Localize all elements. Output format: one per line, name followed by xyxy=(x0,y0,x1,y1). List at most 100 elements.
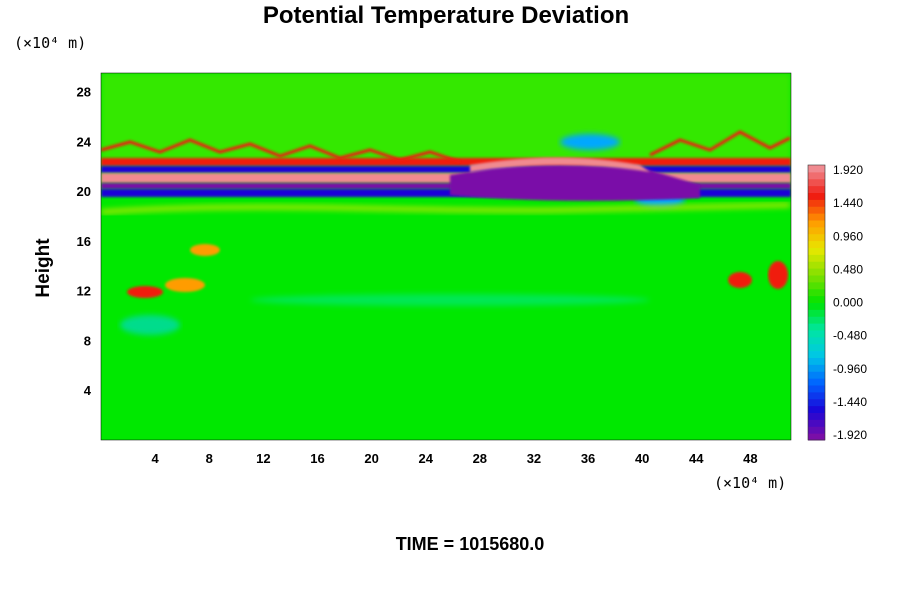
colorbar-frame xyxy=(807,164,826,441)
colorbar xyxy=(807,164,826,441)
field-band-top-red xyxy=(101,158,791,166)
colorbar-segment xyxy=(808,165,825,173)
colorbar-segment xyxy=(808,288,825,297)
y-tick-label: 4 xyxy=(84,383,92,398)
colorbar-tick-label: 0.960 xyxy=(833,229,863,243)
colorbar-segment xyxy=(808,398,825,407)
y-tick-label: 28 xyxy=(77,85,91,100)
x-tick-label: 12 xyxy=(256,451,270,466)
plot-frame xyxy=(100,72,792,441)
y-tick-label: 20 xyxy=(77,184,91,199)
colorbar-segment xyxy=(808,171,825,180)
x-tick-label: 32 xyxy=(527,451,541,466)
y-tick-label: 24 xyxy=(77,134,92,149)
field-wave-1 xyxy=(101,138,461,164)
field-wave-2 xyxy=(649,130,791,157)
colorbar-segment xyxy=(808,357,825,365)
colorbar-segment xyxy=(808,275,825,283)
field-band-blue xyxy=(101,166,791,173)
x-tick-label: 48 xyxy=(743,451,757,466)
colorbar-segment xyxy=(808,378,825,386)
field-band-purple xyxy=(101,183,791,189)
colorbar-segment xyxy=(808,206,825,214)
y-tick-label: 12 xyxy=(77,284,91,299)
colorbar-segment xyxy=(808,199,825,207)
field-upper-region xyxy=(101,73,791,168)
x-tick-label: 24 xyxy=(418,451,433,466)
colorbar-segment xyxy=(808,220,825,228)
colorbar-segment xyxy=(808,419,825,427)
colorbar-segment xyxy=(808,178,825,187)
y-axis-ticks: 4 8 12 16 20 24 28 xyxy=(77,85,92,399)
colorbar-segment xyxy=(808,254,825,262)
colorbar-segment xyxy=(808,433,825,441)
colorbar-segment xyxy=(808,226,825,235)
colorbar-segment xyxy=(808,330,825,338)
y-tick-label: 8 xyxy=(84,333,91,348)
field-warm-patch-1 xyxy=(127,286,163,298)
colorbar-segment xyxy=(808,192,825,200)
chart-title: Potential Temperature Deviation xyxy=(263,2,629,29)
colorbar-tick-label: 0.000 xyxy=(833,296,863,310)
time-label: TIME = 1015680.0 xyxy=(396,534,545,554)
colorbar-segment xyxy=(808,412,825,420)
x-tick-label: 8 xyxy=(206,451,213,466)
field-band-deep-blue xyxy=(101,189,791,197)
field-center-pink xyxy=(470,157,650,172)
colorbar-segment xyxy=(808,268,825,276)
x-tick-label: 44 xyxy=(689,451,704,466)
field-center-purple xyxy=(450,165,700,201)
heatmap-field xyxy=(101,73,791,440)
colorbar-segment xyxy=(808,309,825,317)
field-cool-spot-1 xyxy=(560,134,620,150)
colorbar-segment xyxy=(808,343,825,352)
colorbar-tick-label: 1.920 xyxy=(833,163,863,177)
field-warm-patch-3 xyxy=(190,244,220,256)
field-cool-band xyxy=(250,294,650,306)
colorbar-tick-label: -1.920 xyxy=(833,428,867,442)
colorbar-segment xyxy=(808,240,825,248)
x-axis-ticks: 4 8 12 16 20 24 28 32 36 40 44 48 xyxy=(152,451,758,466)
x-axis-unit: (×10⁴ m) xyxy=(714,474,786,492)
colorbar-segment xyxy=(808,405,825,413)
x-tick-label: 4 xyxy=(152,451,160,466)
colorbar-segment xyxy=(808,261,825,269)
colorbar-segment xyxy=(808,323,825,331)
colorbar-tick-label: -0.480 xyxy=(833,329,867,343)
colorbar-segment xyxy=(808,391,825,400)
colorbar-segment xyxy=(808,295,825,303)
field-warm-patch-4 xyxy=(728,272,752,288)
colorbar-segment xyxy=(808,364,825,372)
colorbar-segment xyxy=(808,281,825,290)
colorbar-tick-label: -1.440 xyxy=(833,395,867,409)
y-tick-label: 16 xyxy=(77,234,91,249)
y-axis-unit: (×10⁴ m) xyxy=(14,34,86,52)
colorbar-tick-label: -0.960 xyxy=(833,362,867,376)
colorbar-ticks: 1.920 1.440 0.960 0.480 0.000 -0.480 -0.960 -1.… xyxy=(833,163,867,442)
x-tick-label: 40 xyxy=(635,451,649,466)
colorbar-segment xyxy=(808,426,825,434)
y-axis-label: Height xyxy=(33,238,54,298)
colorbar-segment xyxy=(808,233,825,242)
x-tick-label: 16 xyxy=(310,451,324,466)
colorbar-segment xyxy=(808,213,825,221)
field-warm-patch-2 xyxy=(165,278,205,292)
colorbar-segment xyxy=(808,336,825,345)
colorbar-segment xyxy=(808,316,825,324)
field-warm-patch-5 xyxy=(768,261,788,289)
field-yellow-band xyxy=(101,202,791,215)
x-tick-label: 36 xyxy=(581,451,595,466)
x-tick-label: 28 xyxy=(473,451,487,466)
colorbar-segment xyxy=(808,302,825,310)
x-tick-label: 20 xyxy=(364,451,378,466)
colorbar-tick-label: 0.480 xyxy=(833,262,863,276)
field-band-pink xyxy=(101,173,791,183)
colorbar-segment xyxy=(808,247,825,255)
colorbar-segment xyxy=(808,185,825,193)
colorbar-segment xyxy=(808,350,825,358)
colorbar-segment xyxy=(808,371,825,379)
field-cool-spot-3 xyxy=(120,315,180,335)
colorbar-tick-label: 1.440 xyxy=(833,196,863,210)
colorbar-segment xyxy=(808,385,825,393)
